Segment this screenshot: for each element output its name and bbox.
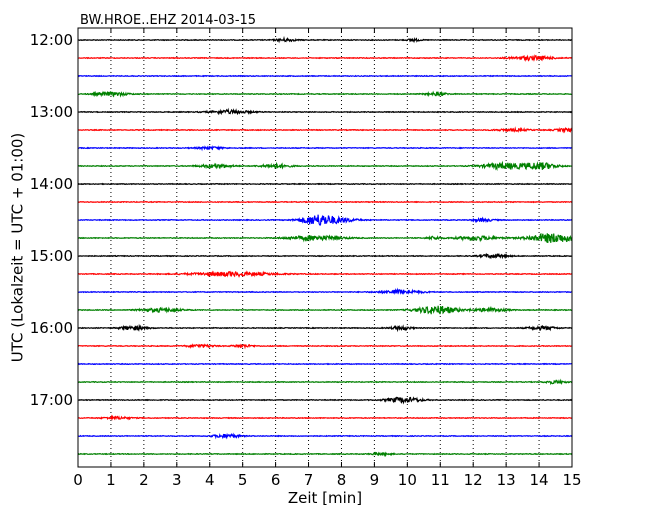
trace-1330	[77, 145, 573, 152]
trace-1615	[77, 343, 573, 350]
x-tick-label: 2	[139, 471, 149, 489]
x-tick-label: 0	[73, 471, 83, 489]
x-tick-label: 7	[304, 471, 314, 489]
trace-1545	[77, 305, 573, 315]
x-tick-label: 14	[530, 471, 549, 489]
y-tick-label: 12:00	[30, 31, 73, 49]
trace-1715	[77, 414, 573, 421]
trace-1700	[77, 396, 573, 405]
x-tick-label: 6	[271, 471, 281, 489]
x-axis-ticks: 0 1 2 3 4 5 6 7 8 9 10 11 12 13 14 15	[73, 28, 582, 489]
trace-1345	[77, 160, 573, 172]
trace-1315	[77, 126, 573, 134]
x-tick-label: 11	[431, 471, 450, 489]
y-axis-label: UTC (Lokalzeit = UTC + 01:00)	[8, 133, 26, 363]
trace-1500	[77, 252, 573, 260]
x-tick-label: 15	[562, 471, 581, 489]
x-tick-label: 8	[337, 471, 347, 489]
x-tick-label: 13	[497, 471, 516, 489]
trace-1245	[77, 90, 573, 98]
chart-title: BW.HROE..EHZ 2014-03-15	[80, 13, 256, 28]
y-tick-label: 16:00	[30, 319, 73, 337]
trace-1200	[77, 35, 573, 44]
x-tick-label: 10	[398, 471, 417, 489]
trace-1230	[77, 74, 573, 78]
trace-1745	[77, 451, 573, 458]
x-tick-label: 9	[370, 471, 380, 489]
trace-1515	[77, 270, 573, 278]
trace-1445	[77, 232, 573, 243]
trace-1415	[77, 200, 573, 204]
trace-1300	[77, 107, 573, 116]
trace-1645	[77, 378, 573, 386]
x-tick-label: 12	[464, 471, 483, 489]
trace-1600	[77, 323, 573, 333]
y-tick-label: 15:00	[30, 247, 73, 265]
x-tick-label: 1	[106, 471, 116, 489]
y-tick-label: 14:00	[30, 175, 73, 193]
x-tick-label: 5	[238, 471, 248, 489]
traces	[77, 35, 573, 458]
x-axis-label: Zeit [min]	[288, 489, 362, 507]
plot-frame	[77, 27, 573, 468]
y-axis-ticks: 12:00 13:00 14:00 15:00 16:00 17:00	[30, 31, 572, 409]
x-tick-label: 4	[205, 471, 215, 489]
y-tick-label: 13:00	[30, 103, 73, 121]
x-tick-label: 3	[172, 471, 182, 489]
trace-1400	[77, 182, 573, 186]
trace-1430	[77, 214, 573, 226]
trace-1730	[77, 432, 573, 440]
trace-1630	[77, 362, 573, 366]
trace-1215	[77, 54, 573, 62]
y-tick-label: 17:00	[30, 391, 73, 409]
trace-1530	[77, 287, 573, 295]
